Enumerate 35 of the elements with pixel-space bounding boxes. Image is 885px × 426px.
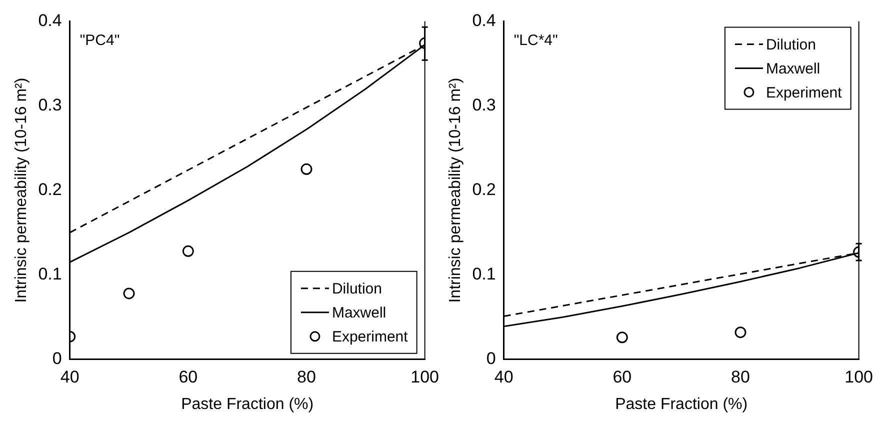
x-tick-label: 100 [844, 367, 874, 386]
y-axis-title: Intrinsic permeability (10-16 m²) [447, 78, 464, 303]
point [734, 326, 746, 338]
y-tick-label: 0.4 [38, 10, 62, 30]
y-tick-label: 0 [52, 349, 62, 368]
x-tick-label: 40 [60, 367, 80, 386]
y-tick-label: 0.1 [472, 264, 496, 284]
x-tick-label: 80 [297, 367, 316, 386]
x-axis-title: Paste Fraction (%) [615, 396, 748, 413]
x-tick-label: 60 [612, 367, 632, 386]
annotation: "PC4" [80, 32, 120, 49]
legend-label: Maxwell [766, 60, 820, 78]
x-tick-label: 60 [178, 367, 198, 386]
y-tick-label: 0.1 [38, 264, 62, 284]
y-tick-label: 0.3 [38, 95, 62, 114]
legend-label: Dilution [332, 280, 382, 298]
point [182, 245, 194, 257]
y-axis-title: Intrinsic permeability (10-16 m²) [13, 78, 30, 303]
legend-label: Experiment [332, 328, 409, 346]
y-tick-label: 0 [486, 349, 496, 368]
legend-label: Maxwell [332, 304, 386, 322]
x-axis-title: Paste Fraction (%) [181, 396, 314, 413]
annotation: "LC*4" [514, 32, 558, 49]
point [616, 332, 628, 344]
point [300, 163, 312, 175]
x-tick-label: 40 [494, 367, 514, 386]
y-tick-label: 0.3 [472, 95, 496, 114]
y-tick-label: 0.2 [472, 180, 496, 199]
x-tick-label: 80 [731, 367, 750, 386]
point [123, 288, 135, 300]
y-tick-label: 0.4 [472, 10, 496, 30]
legend-label: Experiment [766, 84, 843, 102]
legend-label: Dilution [766, 36, 816, 54]
x-tick-label: 100 [410, 367, 440, 386]
y-tick-label: 0.2 [38, 180, 62, 199]
